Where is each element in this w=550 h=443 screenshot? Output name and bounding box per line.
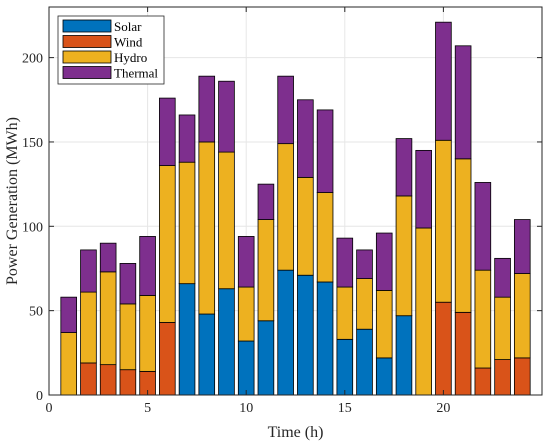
bars-group <box>60 21 531 396</box>
bar-segment-wind <box>99 364 117 396</box>
bar-segment-thermal <box>119 263 137 305</box>
bar-segment-wind <box>119 369 137 396</box>
bar-segment-solar <box>257 320 275 396</box>
bar-segment-thermal <box>375 232 393 291</box>
bar-segment-wind <box>80 362 97 396</box>
y-tick-label: 200 <box>22 52 43 67</box>
legend-label-thermal: Thermal <box>114 66 158 81</box>
bar-segment-hydro <box>99 271 117 366</box>
bar-segment-thermal <box>494 257 511 298</box>
bar-segment-solar <box>395 315 413 396</box>
bar-segment-hydro <box>375 290 393 359</box>
x-tick-label: 10 <box>239 401 253 416</box>
bar-segment-hydro <box>159 165 176 323</box>
bar-segment-thermal <box>139 236 156 296</box>
bar-segment-wind <box>513 357 531 396</box>
legend-label-wind: Wind <box>114 35 143 50</box>
bar-segment-thermal <box>356 249 373 279</box>
bar-segment-solar <box>375 357 393 396</box>
bar-segment-thermal <box>178 114 196 163</box>
bar-segment-solar <box>316 281 334 396</box>
bar-segment-hydro <box>257 219 275 322</box>
bar-segment-hydro <box>218 151 235 290</box>
bar-segment-hydro <box>237 286 255 342</box>
bar-segment-thermal <box>454 45 472 160</box>
bar-segment-thermal <box>99 242 117 273</box>
bar-segment-hydro <box>474 269 492 369</box>
x-axis-label: Time (h) <box>268 424 324 441</box>
bar-segment-hydro <box>513 273 531 359</box>
bar-segment-thermal <box>336 237 354 288</box>
bar-segment-wind <box>159 322 176 396</box>
bar-segment-thermal <box>297 99 314 178</box>
y-tick-label: 150 <box>22 136 43 151</box>
bar-segment-thermal <box>415 149 432 229</box>
bar-segment-hydro <box>494 296 511 360</box>
bar-segment-hydro <box>297 176 314 276</box>
x-tick-label: 15 <box>338 401 352 416</box>
bar-segment-solar <box>218 288 235 396</box>
bar-segment-thermal <box>513 219 531 274</box>
legend-swatch-wind <box>62 35 112 48</box>
legend-label-solar: Solar <box>114 19 142 34</box>
bar-segment-solar <box>178 283 196 396</box>
y-tick-label: 0 <box>36 389 43 404</box>
bar-segment-solar <box>198 313 216 396</box>
bar-segment-solar <box>356 328 373 396</box>
x-tick-label: 5 <box>144 401 151 416</box>
plot-frame <box>48 6 543 396</box>
legend-swatch-solar <box>62 19 112 33</box>
bar-segment-hydro <box>395 195 413 317</box>
bar-segment-thermal <box>316 109 334 193</box>
bar-segment-wind <box>494 359 511 396</box>
legend-label-hydro: Hydro <box>114 50 147 65</box>
bar-segment-thermal <box>257 183 275 220</box>
bar-segment-wind <box>435 301 452 396</box>
x-tick-label: 20 <box>436 401 450 416</box>
x-tick-label: 0 <box>46 401 53 416</box>
bar-segment-solar <box>237 340 255 396</box>
legend-swatch-hydro <box>62 50 112 64</box>
bar-segment-hydro <box>415 227 432 396</box>
bar-segment-hydro <box>277 143 294 271</box>
bar-segment-solar <box>336 338 354 396</box>
bar-segment-thermal <box>198 75 216 143</box>
bar-segment-hydro <box>454 158 472 313</box>
bar-segment-thermal <box>237 236 255 288</box>
bar-segment-thermal <box>159 97 176 166</box>
bar-segment-thermal <box>395 138 413 197</box>
bar-segment-hydro <box>336 286 354 340</box>
bar-segment-wind <box>454 311 472 396</box>
bar-segment-thermal <box>80 249 97 293</box>
bar-segment-thermal <box>277 75 294 145</box>
bar-segment-thermal <box>474 182 492 271</box>
bar-segment-hydro <box>119 303 137 371</box>
bar-segment-hydro <box>316 192 334 283</box>
bar-segment-thermal <box>435 21 452 141</box>
bar-segment-solar <box>277 269 294 396</box>
y-tick-label: 50 <box>29 305 43 320</box>
bar-segment-hydro <box>435 139 452 303</box>
bar-segment-hydro <box>80 291 97 364</box>
bar-segment-hydro <box>356 278 373 330</box>
bar-segment-wind <box>474 367 492 396</box>
bar-segment-hydro <box>178 161 196 285</box>
bar-segment-thermal <box>218 80 235 153</box>
bar-segment-hydro <box>198 141 216 315</box>
bar-segment-solar <box>297 274 314 396</box>
bar-segment-hydro <box>139 295 156 372</box>
bar-segment-thermal <box>60 296 78 333</box>
bar-segment-hydro <box>60 332 78 396</box>
y-axis-label: Power Generation (MWh) <box>4 117 21 285</box>
legend-swatch-thermal <box>62 66 112 79</box>
y-tick-label: 100 <box>22 220 43 235</box>
